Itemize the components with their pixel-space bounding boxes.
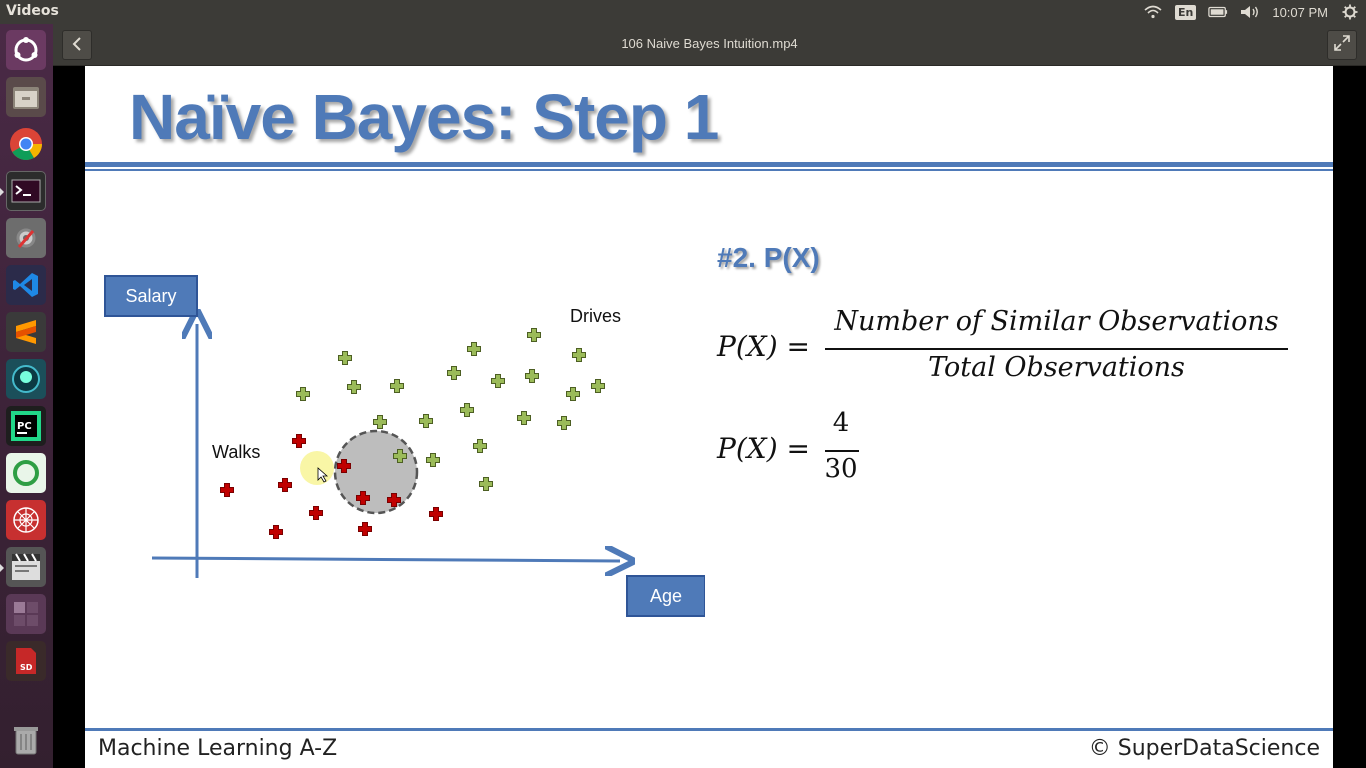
drives-point [347, 380, 361, 394]
walks-point [292, 434, 306, 448]
trash-icon[interactable] [6, 720, 46, 760]
formula1-numerator: Number of Similar Observations [834, 306, 1279, 337]
back-button[interactable] [62, 30, 92, 60]
window-title: 106 Naive Bayes Intuition.mp4 [621, 36, 798, 51]
drives-annotation: Drives [570, 306, 621, 326]
drives-point [373, 415, 387, 429]
sublime-icon[interactable] [6, 312, 46, 352]
walks-point [220, 483, 234, 497]
chrome-icon[interactable] [6, 124, 46, 164]
drives-point [572, 348, 586, 362]
x-axis-line [151, 558, 620, 561]
formula2-numerator: 4 [832, 408, 850, 438]
footer-course-name: Machine Learning A-Z [98, 736, 338, 761]
clock[interactable]: 10:07 PM [1272, 4, 1328, 20]
walks-point [387, 493, 401, 507]
vscode-icon[interactable] [6, 265, 46, 305]
drives-point [479, 477, 493, 491]
files-icon[interactable] [6, 77, 46, 117]
drives-point [426, 453, 440, 467]
drives-point [517, 411, 531, 425]
walks-point [429, 507, 443, 521]
scatter-chart: Salary Age Walks Drives [104, 275, 705, 617]
drives-point [390, 379, 404, 393]
active-app-name: Videos [6, 3, 59, 19]
drives-point [296, 387, 310, 401]
keyboard-language-indicator[interactable]: En [1174, 4, 1197, 20]
spider-icon[interactable] [6, 500, 46, 540]
volume-icon[interactable] [1240, 4, 1260, 20]
formula1-lhs: P(X) = [717, 330, 810, 363]
walks-point [278, 478, 292, 492]
drives-point [557, 416, 571, 430]
svg-text:SD: SD [20, 663, 33, 672]
active-indicator-icon [0, 564, 4, 572]
footer-divider [85, 728, 1333, 731]
video-player-area[interactable]: Naïve Bayes: Step 1 Salary Age Walks Drives… [53, 66, 1366, 768]
drives-point [473, 439, 487, 453]
walks-annotation: Walks [212, 442, 260, 462]
pycharm-icon[interactable]: PC [6, 406, 46, 446]
walks-point [337, 459, 351, 473]
sd-card-icon[interactable]: SD [6, 641, 46, 681]
settings-icon[interactable] [6, 218, 46, 258]
slide: Naïve Bayes: Step 1 Salary Age Walks Drives… [85, 66, 1333, 768]
system-tray: En 10:07 PM [1143, 0, 1360, 24]
walks-point [309, 506, 323, 520]
chart-labels: Salary Age Walks Drives [104, 275, 705, 617]
ubuntu-dash-icon[interactable] [6, 30, 46, 70]
fullscreen-icon [1334, 35, 1350, 55]
walks-point [358, 522, 372, 536]
video-window-titlebar: 106 Naive Bayes Intuition.mp4 [53, 24, 1366, 66]
similarity-circle [333, 429, 419, 515]
gitkraken-icon[interactable] [6, 359, 46, 399]
terminal-icon[interactable] [6, 171, 46, 211]
chevron-left-icon [71, 36, 83, 55]
walks-point [356, 491, 370, 505]
battery-icon[interactable] [1208, 4, 1228, 20]
title-divider-thin [85, 169, 1333, 171]
unity-launcher: PC SD [0, 24, 53, 768]
svg-text:PC: PC [17, 421, 32, 432]
drives-point [393, 449, 407, 463]
footer-copyright: © SuperDataScience [1088, 736, 1320, 761]
drives-point [491, 374, 505, 388]
running-indicator-icon [0, 188, 4, 196]
workspace-icon[interactable] [6, 594, 46, 634]
formula2-lhs: P(X) = [717, 432, 810, 465]
drives-point [467, 342, 481, 356]
formula1-fraction-bar [825, 348, 1288, 350]
slide-title: Naïve Bayes: Step 1 [129, 81, 719, 153]
wifi-icon[interactable] [1143, 4, 1163, 20]
drives-point [525, 369, 539, 383]
y-axis-label: Salary [125, 286, 176, 306]
power-gear-icon[interactable] [1340, 4, 1360, 20]
videos-icon[interactable] [6, 547, 46, 587]
title-divider [85, 162, 1333, 167]
drives-point [419, 414, 433, 428]
x-axis-label-box: Age [626, 575, 705, 617]
step-label: #2. P(X) [717, 242, 820, 273]
drives-point [338, 351, 352, 365]
formula1-denominator: Total Observations [928, 352, 1185, 383]
chart-axes [151, 324, 620, 578]
circle-app-icon[interactable] [6, 453, 46, 493]
formula2-fraction-bar [825, 450, 859, 452]
formula2-denominator: 30 [824, 454, 858, 484]
highlight-circle-layer [333, 429, 419, 515]
drives-point [460, 403, 474, 417]
chart-points [220, 328, 605, 539]
y-axis-label-box: Salary [104, 275, 198, 317]
drives-point [447, 366, 461, 380]
drives-point [591, 379, 605, 393]
drives-point [527, 328, 541, 342]
x-axis-label: Age [650, 586, 682, 606]
mouse-cursor-highlight [300, 451, 334, 485]
system-top-bar: Videos En 10:07 PM [0, 0, 1366, 24]
fullscreen-button[interactable] [1327, 30, 1357, 60]
walks-point [269, 525, 283, 539]
drives-point [566, 387, 580, 401]
